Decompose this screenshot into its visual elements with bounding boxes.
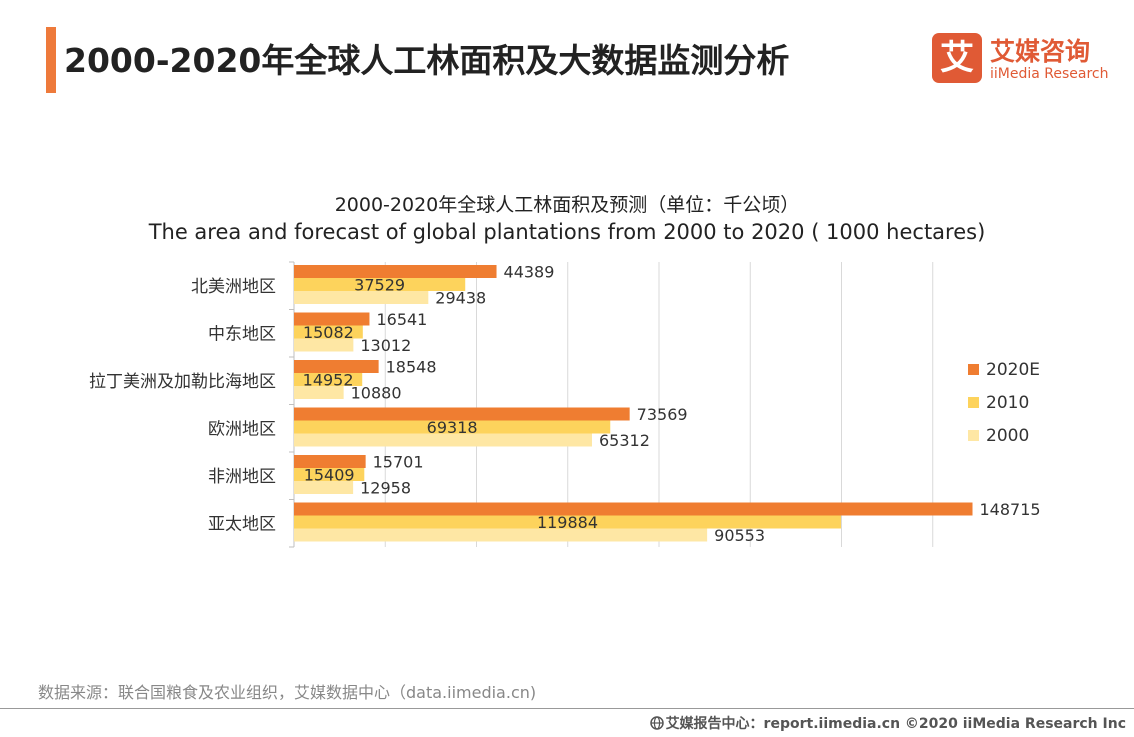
bar	[294, 325, 363, 339]
category-label: 拉丁美洲及加勒比海地区	[89, 372, 276, 392]
data-source-note: 数据来源：联合国粮食及农业组织，艾媒数据中心（data.iimedia.cn)	[38, 683, 537, 702]
category-label: 欧洲地区	[208, 419, 276, 439]
title-accent-bar	[46, 27, 56, 93]
data-label: 69318	[427, 418, 478, 437]
footer-divider	[0, 708, 1134, 709]
data-label: 13012	[360, 336, 411, 355]
bar	[294, 373, 363, 386]
bar	[294, 515, 841, 529]
bar	[294, 502, 973, 516]
logo-text-cn: 艾媒咨询	[990, 37, 1091, 66]
legend-label: 2020E	[986, 360, 1040, 380]
category-label: 亚太地区	[208, 514, 276, 534]
bar	[294, 420, 611, 434]
legend-label: 2010	[986, 393, 1029, 413]
data-label: 16541	[376, 310, 427, 329]
legend-label: 2000	[986, 426, 1029, 446]
bar	[294, 407, 630, 421]
data-label: 65312	[599, 431, 650, 450]
data-label: 29438	[435, 289, 486, 308]
bar	[294, 481, 354, 494]
data-label: 10880	[351, 384, 402, 403]
data-label: 18548	[386, 358, 437, 377]
data-label: 15082	[303, 323, 354, 342]
chart-subtitle: The area and forecast of global plantati…	[148, 220, 986, 244]
globe-icon	[649, 716, 664, 730]
data-label: 12958	[360, 479, 411, 498]
footer-copyright: 艾媒报告中心：report.iimedia.cn ©2020 iiMedia R…	[649, 713, 1126, 733]
data-label: 15701	[373, 453, 424, 472]
data-label: 15409	[304, 466, 355, 485]
category-label: 北美洲地区	[191, 277, 276, 297]
chart-title: 2000-2020年全球人工林面积及预测（单位：千公顷）	[334, 194, 800, 216]
legend-swatch	[968, 364, 979, 375]
data-label: 119884	[537, 513, 598, 532]
bar	[294, 528, 708, 542]
bar	[294, 433, 592, 447]
data-label: 37529	[354, 276, 405, 295]
data-label: 73569	[637, 405, 688, 424]
bar	[294, 278, 466, 291]
category-label: 中东地区	[208, 324, 276, 344]
bar	[294, 468, 365, 481]
category-label: 非洲地区	[208, 467, 276, 487]
bar	[294, 291, 429, 304]
legend-swatch	[968, 430, 979, 441]
bar	[294, 265, 497, 278]
logo-mark-icon: 艾	[932, 33, 982, 83]
brand-logo: 艾 艾媒咨询 iiMedia Research	[932, 30, 1122, 90]
footer-copyright-text: 艾媒报告中心：report.iimedia.cn ©2020 iiMedia R…	[665, 716, 1126, 732]
bar	[294, 360, 379, 373]
data-label: 44389	[504, 263, 555, 282]
data-label: 90553	[714, 526, 765, 545]
logo-text-en: iiMedia Research	[990, 66, 1109, 82]
page-title: 2000-2020年全球人工林面积及大数据监测分析	[64, 41, 790, 80]
bar	[294, 338, 354, 352]
bar	[294, 312, 370, 326]
bar	[294, 455, 366, 468]
bar	[294, 386, 344, 399]
legend-swatch	[968, 397, 979, 408]
data-label: 14952	[303, 371, 354, 390]
data-label: 148715	[980, 500, 1041, 519]
